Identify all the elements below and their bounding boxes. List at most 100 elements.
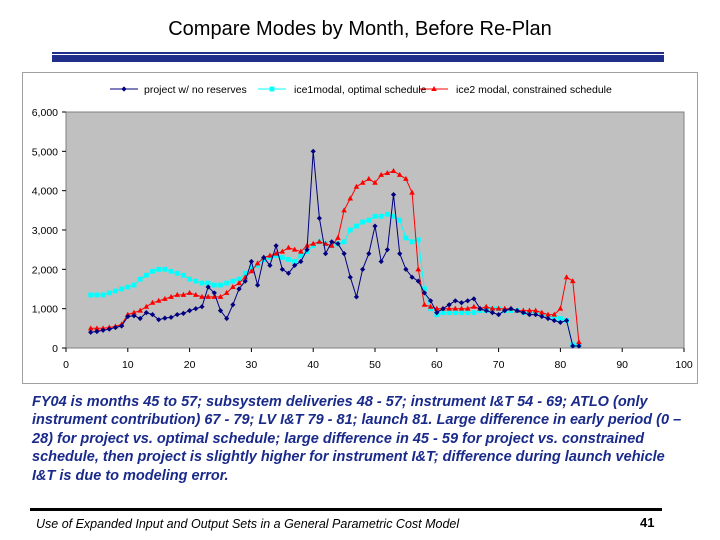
data-point — [366, 251, 372, 257]
data-point — [217, 293, 224, 299]
data-point — [397, 217, 403, 223]
data-point — [279, 248, 286, 254]
y-tick-label: 3,000 — [32, 225, 58, 237]
data-point — [162, 266, 168, 272]
data-point — [551, 311, 558, 317]
x-tick-label: 70 — [493, 359, 505, 371]
data-point — [359, 179, 366, 185]
plot-area — [65, 111, 685, 349]
data-point — [286, 257, 291, 262]
data-point — [495, 305, 502, 311]
data-point — [569, 278, 576, 284]
x-tick-label: 0 — [63, 359, 69, 371]
data-point — [181, 272, 186, 278]
data-point — [180, 291, 187, 297]
data-point — [168, 293, 174, 299]
data-point — [329, 239, 335, 245]
data-point — [143, 272, 149, 278]
data-point — [316, 215, 322, 221]
data-point — [87, 325, 94, 331]
data-point — [230, 284, 236, 290]
data-point — [242, 270, 248, 276]
data-point — [465, 310, 471, 315]
data-point — [125, 284, 131, 290]
data-point — [508, 306, 514, 312]
data-point — [168, 268, 174, 274]
data-point — [94, 325, 100, 331]
legend-label: project w/ no reserves — [144, 84, 247, 96]
data-point — [409, 189, 415, 195]
data-point — [563, 317, 570, 324]
data-point — [347, 195, 354, 201]
data-point — [489, 305, 496, 311]
data-point — [563, 274, 570, 280]
data-point — [180, 310, 187, 316]
data-point — [168, 314, 174, 320]
data-point — [341, 207, 347, 213]
data-point — [119, 286, 125, 292]
data-point — [483, 303, 490, 309]
data-point — [291, 246, 298, 252]
data-point — [353, 183, 360, 189]
legend-marker — [121, 86, 127, 92]
data-point — [360, 219, 366, 225]
data-point — [557, 319, 563, 326]
data-point — [199, 280, 205, 286]
data-point — [347, 227, 353, 233]
data-point — [211, 282, 217, 288]
data-point — [137, 315, 143, 322]
data-point — [558, 316, 563, 321]
x-tick-label: 30 — [246, 359, 258, 371]
data-point — [532, 307, 539, 313]
data-point — [372, 179, 378, 185]
data-point — [298, 248, 304, 254]
data-point — [199, 304, 205, 310]
data-point — [131, 282, 137, 288]
x-tick-label: 60 — [431, 359, 443, 371]
line-chart: 0 1,000 2,000 3,000 4,000 5,000 6,000 0 10 20 30 40… — [22, 72, 698, 384]
data-point — [458, 300, 465, 306]
data-point — [174, 311, 180, 318]
data-point — [156, 317, 162, 323]
data-point — [446, 302, 452, 308]
data-point — [452, 305, 459, 311]
data-point — [137, 307, 143, 313]
data-point — [341, 239, 347, 245]
y-tick-label: 1,000 — [32, 304, 58, 316]
data-point — [446, 310, 452, 315]
slide-title: Compare Modes by Month, Before Re-Plan — [168, 18, 552, 40]
data-point — [415, 266, 422, 272]
data-point — [285, 244, 292, 250]
data-point — [390, 168, 397, 173]
y-tick-label: 5,000 — [32, 146, 58, 158]
data-point — [174, 291, 181, 297]
data-point — [298, 253, 304, 258]
data-point — [415, 237, 421, 243]
data-point — [372, 213, 378, 219]
data-point — [292, 259, 298, 264]
data-point — [551, 317, 557, 324]
data-point — [570, 343, 576, 349]
y-tick-label: 4,000 — [32, 186, 58, 198]
data-point — [205, 293, 211, 299]
data-point — [125, 313, 131, 320]
data-point — [279, 255, 285, 260]
data-point — [384, 211, 390, 217]
data-point — [236, 280, 242, 286]
data-point — [322, 251, 329, 257]
data-point — [526, 307, 533, 313]
data-point — [131, 309, 137, 315]
legend-label: ice2 modal, constrained schedule — [456, 84, 612, 96]
y-tick-label: 2,000 — [32, 264, 58, 276]
legend-item-1: project w/ no reserves — [110, 84, 247, 96]
data-point — [113, 288, 118, 294]
data-point — [174, 270, 180, 276]
data-point — [292, 262, 298, 268]
data-point — [409, 239, 415, 245]
legend-marker — [431, 86, 437, 91]
data-point — [224, 280, 230, 286]
legend-marker — [269, 86, 275, 92]
data-point — [520, 310, 526, 316]
data-point — [137, 276, 143, 282]
data-point — [384, 169, 391, 175]
